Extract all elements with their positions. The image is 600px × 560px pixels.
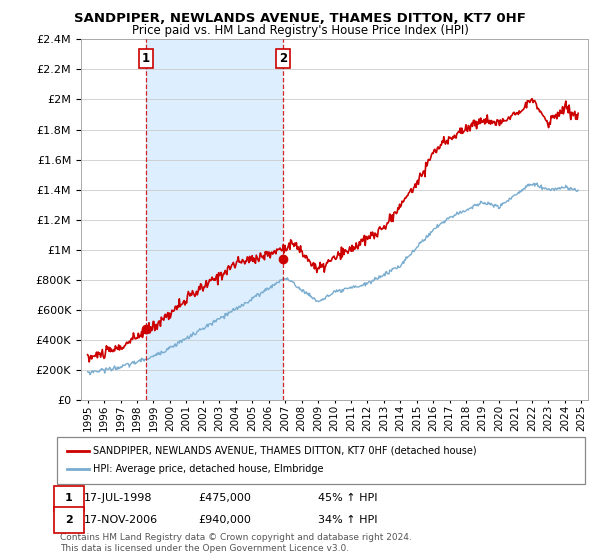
- Bar: [146, 39, 283, 400]
- Text: 1: 1: [65, 493, 73, 503]
- Text: Price paid vs. HM Land Registry's House Price Index (HPI): Price paid vs. HM Land Registry's House …: [131, 24, 469, 37]
- Text: 17-NOV-2006: 17-NOV-2006: [84, 515, 158, 525]
- Text: SANDPIPER, NEWLANDS AVENUE, THAMES DITTON, KT7 0HF: SANDPIPER, NEWLANDS AVENUE, THAMES DITTO…: [74, 12, 526, 25]
- Text: 17-JUL-1998: 17-JUL-1998: [84, 493, 152, 503]
- Text: SANDPIPER, NEWLANDS AVENUE, THAMES DITTON, KT7 0HF (detached house): SANDPIPER, NEWLANDS AVENUE, THAMES DITTO…: [93, 446, 476, 456]
- Text: 2: 2: [65, 515, 73, 525]
- Text: 2: 2: [279, 52, 287, 65]
- Text: 34% ↑ HPI: 34% ↑ HPI: [318, 515, 377, 525]
- Text: 1: 1: [142, 52, 150, 65]
- Text: £940,000: £940,000: [198, 515, 251, 525]
- Text: 45% ↑ HPI: 45% ↑ HPI: [318, 493, 377, 503]
- Text: HPI: Average price, detached house, Elmbridge: HPI: Average price, detached house, Elmb…: [93, 464, 323, 474]
- Text: Contains HM Land Registry data © Crown copyright and database right 2024.
This d: Contains HM Land Registry data © Crown c…: [60, 533, 412, 553]
- Text: £475,000: £475,000: [198, 493, 251, 503]
